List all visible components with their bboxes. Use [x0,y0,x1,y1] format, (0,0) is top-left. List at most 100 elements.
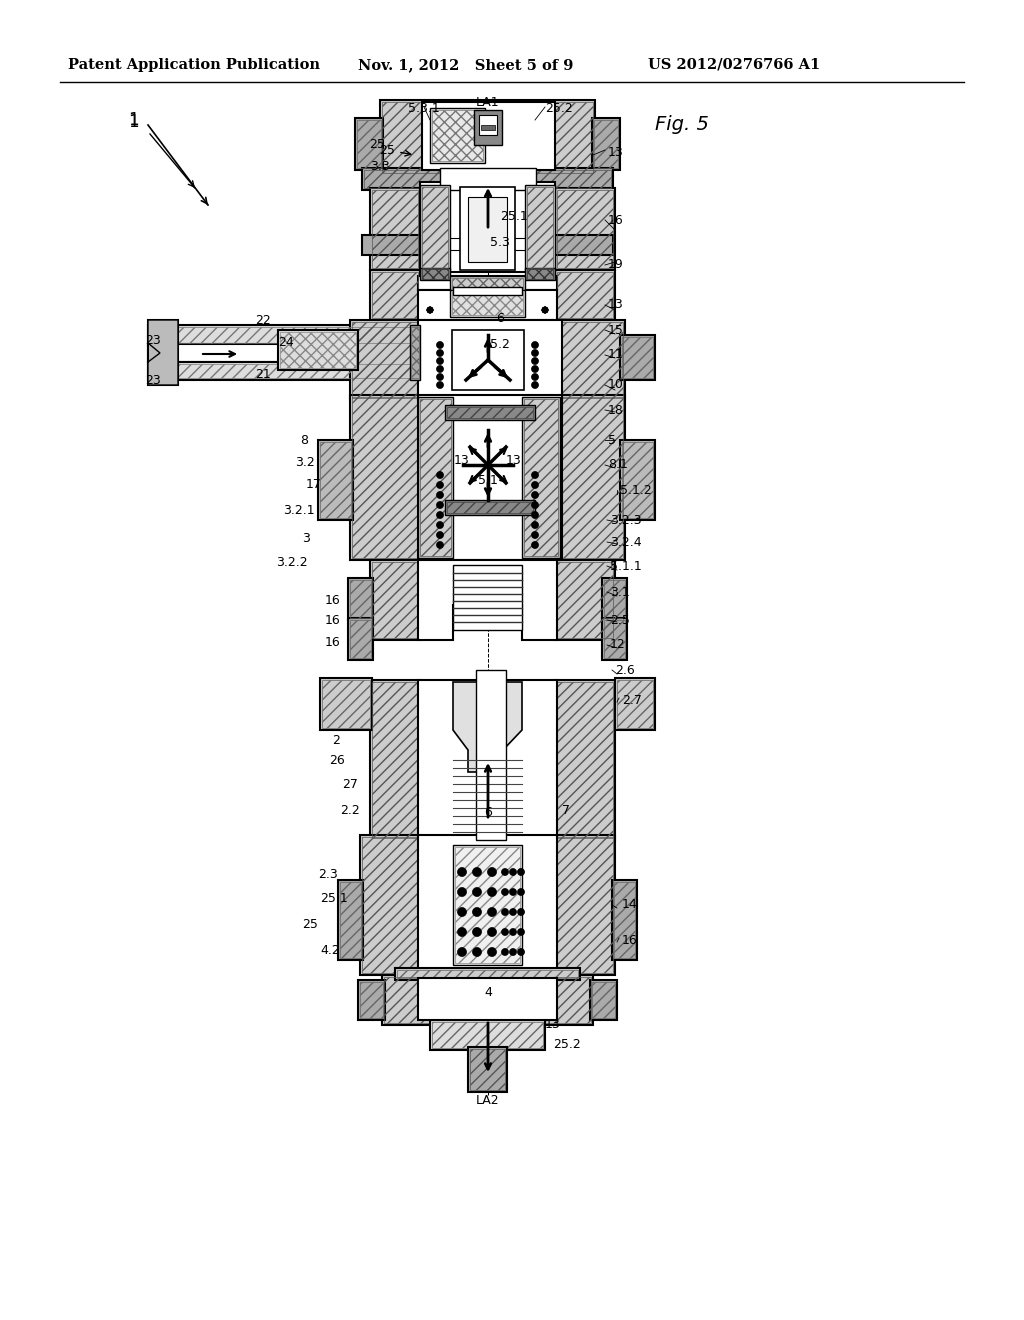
Bar [372,562,418,638]
Text: 2.7: 2.7 [622,693,642,706]
Bar [370,680,420,840]
Bar [348,578,373,620]
Bar [555,271,615,319]
Circle shape [436,541,443,549]
Bar [474,110,502,145]
Circle shape [510,949,516,956]
Bar [418,397,453,558]
Bar [360,982,383,1018]
Bar [350,319,420,400]
Circle shape [531,491,539,499]
Circle shape [436,482,443,488]
Polygon shape [453,682,522,772]
Text: 25: 25 [302,919,318,932]
Text: 3.2.1: 3.2.1 [284,503,315,516]
Circle shape [487,887,497,896]
Bar [602,578,627,620]
Bar [410,325,420,380]
Circle shape [472,887,481,896]
Bar [352,397,418,558]
Text: 3.2.4: 3.2.4 [610,536,642,549]
Circle shape [531,366,539,372]
Text: 15: 15 [608,323,624,337]
Circle shape [531,521,539,528]
Bar [318,440,353,520]
Circle shape [436,374,443,380]
Circle shape [531,482,539,488]
Bar [620,440,655,520]
Circle shape [436,471,443,479]
Bar [592,982,615,1018]
Bar [422,269,449,279]
Circle shape [436,366,443,372]
Circle shape [531,541,539,549]
Bar [280,333,356,368]
Text: 4: 4 [484,986,492,998]
Bar [445,500,535,515]
Circle shape [517,888,524,895]
Bar [350,395,420,560]
Bar [452,292,523,315]
Bar [468,197,507,261]
Text: 26: 26 [330,754,345,767]
Text: US 2012/0276766 A1: US 2012/0276766 A1 [648,58,820,73]
Circle shape [542,308,548,313]
Bar [278,330,358,370]
Bar [319,442,351,517]
Bar [555,395,625,560]
Bar [440,168,536,190]
Circle shape [427,308,433,313]
Circle shape [427,308,433,313]
Bar [557,682,613,838]
Bar [620,335,655,380]
Text: 12: 12 [610,639,626,652]
Bar [450,276,525,290]
Text: 17: 17 [306,479,322,491]
Bar [555,187,615,271]
Bar [372,272,418,318]
Circle shape [531,381,539,388]
Bar [338,880,362,960]
Bar [555,680,615,840]
Circle shape [436,358,443,364]
Circle shape [531,532,539,539]
Bar [612,880,637,960]
Text: 1: 1 [128,111,138,129]
Circle shape [436,491,443,499]
Circle shape [427,308,433,313]
Circle shape [510,928,516,936]
Text: 14: 14 [622,899,638,912]
Bar [370,187,420,271]
Bar [479,115,497,135]
Circle shape [436,532,443,539]
Circle shape [502,908,509,916]
Bar [422,187,449,268]
Bar [350,620,371,657]
Bar [418,319,562,400]
Bar [592,117,620,170]
Text: 5.2: 5.2 [490,338,510,351]
Bar [362,168,613,190]
Bar [319,678,372,730]
Text: 27: 27 [342,779,358,792]
Bar [555,560,615,640]
Text: 25: 25 [369,139,385,152]
Bar [481,125,495,129]
Circle shape [458,908,467,916]
Circle shape [472,948,481,957]
Text: 5.3.1: 5.3.1 [409,102,440,115]
Bar [604,579,625,618]
Text: 23: 23 [145,374,161,387]
Text: 13: 13 [608,145,624,158]
Bar [617,680,653,729]
Bar [447,502,534,513]
Text: 23: 23 [145,334,161,346]
Circle shape [458,887,467,896]
Text: 3.2.2: 3.2.2 [276,556,308,569]
Bar [555,836,615,975]
Bar [148,325,420,345]
Bar [148,362,420,380]
Bar [604,620,625,657]
Text: 25: 25 [379,144,395,157]
Polygon shape [148,319,178,385]
